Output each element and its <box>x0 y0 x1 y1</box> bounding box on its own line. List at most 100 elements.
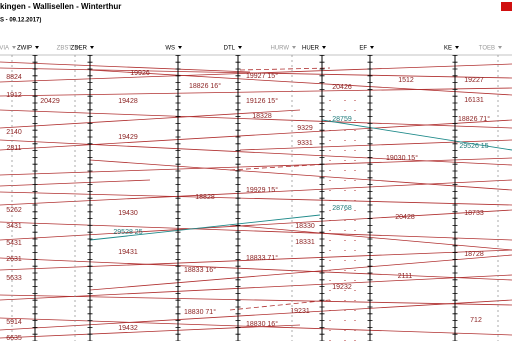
station-label: ZVIA <box>0 46 9 52</box>
train-number: 19429 <box>118 134 138 141</box>
station-arrow <box>35 46 39 49</box>
train-number: 18826 71° <box>458 115 490 123</box>
train-line <box>89 254 512 291</box>
train-number: 3431 <box>6 223 22 230</box>
train-number: 2631 <box>6 256 22 263</box>
train-number: 6635 <box>6 335 22 341</box>
train-line-teal <box>89 214 321 241</box>
labels: 19926 18826 16° 19927 15° 19126 15° 19428 204… <box>6 70 490 341</box>
train-number: 19232 <box>332 284 352 291</box>
train-line <box>0 299 512 331</box>
train-line-dashed <box>239 67 331 71</box>
train-number: 18733 <box>464 210 484 217</box>
title: kingen - Wallisellen - Winterthur <box>0 2 121 11</box>
train-number: 18826 16° <box>189 82 221 90</box>
train-line <box>0 274 512 301</box>
train-line-dashed <box>229 163 331 171</box>
train-number: 5914 <box>6 319 22 326</box>
red-marker <box>501 2 512 11</box>
station-arrow <box>455 46 459 49</box>
train-number: 18830 16° <box>246 320 278 328</box>
station-arrow <box>75 46 79 49</box>
train-number: 1512 <box>398 77 414 84</box>
train-line <box>0 191 512 206</box>
train-line <box>0 63 512 83</box>
train-line <box>0 221 512 241</box>
train-number: 20426 <box>332 84 352 91</box>
station-arrow <box>292 46 296 49</box>
train-line <box>0 119 512 151</box>
station-arrow <box>322 46 326 49</box>
train-number: 8824 <box>6 74 22 81</box>
train-number: 18828 <box>195 194 215 201</box>
train-number: 19030 15° <box>386 154 418 162</box>
train-number: 28759 <box>332 116 352 123</box>
station-arrow <box>370 46 374 49</box>
train-line <box>229 224 512 251</box>
station-label: HURW <box>270 46 289 52</box>
train-number: 9329 <box>297 125 313 132</box>
station-arrow <box>178 46 182 49</box>
train-number: 2111 <box>398 273 413 280</box>
train-number: 18728 <box>464 251 484 258</box>
train-line <box>0 249 512 271</box>
train-line <box>0 179 151 187</box>
train-number: 20428 <box>395 214 415 221</box>
train-line <box>0 87 512 97</box>
train-number: 2811 <box>6 145 21 152</box>
train-number: 5633 <box>6 275 22 282</box>
train-number: 18833 71° <box>246 254 278 262</box>
train-number: 16131 <box>464 97 484 104</box>
station-label: EF <box>359 46 367 52</box>
station-label: ZDER <box>71 46 88 52</box>
train-number: 18328 <box>252 113 272 120</box>
train-number: 19227 <box>464 77 484 84</box>
train-number: 20429 <box>40 98 60 105</box>
train-line <box>89 69 512 96</box>
train-line <box>0 61 251 73</box>
train-line-dashed <box>229 299 331 311</box>
train-line <box>0 324 301 339</box>
train-number: 19432 <box>118 325 138 332</box>
station-label: DTL <box>224 46 236 52</box>
train-number: 19428 <box>118 98 138 105</box>
train-lines <box>0 61 512 339</box>
train-number: 5262 <box>6 207 22 214</box>
train-number: 19927 15° <box>246 72 278 80</box>
train-line <box>0 109 301 129</box>
station-label: HUER <box>302 46 320 52</box>
station-label: ZBST <box>57 46 73 52</box>
station-label: WS <box>165 46 175 52</box>
train-line <box>239 139 512 151</box>
train-number: 19231 <box>290 308 310 315</box>
train-line <box>0 257 512 281</box>
station-arrow <box>90 46 94 49</box>
station-label: KE <box>444 46 452 52</box>
train-line <box>0 317 512 336</box>
train-number: 29528 25 <box>113 229 142 236</box>
train-line <box>0 209 512 241</box>
train-line <box>89 159 512 191</box>
station-arrow <box>12 46 16 49</box>
train-number: 18331 <box>295 239 315 246</box>
train-number: 5431 <box>6 240 22 247</box>
train-line <box>0 157 512 176</box>
subtitle: S - 09.12.2017) <box>0 18 41 24</box>
train-number: 19926 <box>130 70 150 77</box>
train-number: 18330 <box>295 223 315 230</box>
train-number: 19929 15° <box>246 186 278 194</box>
train-line <box>0 294 512 306</box>
train-number: 18830 71° <box>184 308 216 316</box>
station-label: TOEB <box>479 46 495 52</box>
train-number: 2140 <box>6 129 22 136</box>
train-number: 19430 <box>118 210 138 217</box>
train-number: 29526 15 <box>459 143 488 150</box>
train-line-teal <box>321 119 512 151</box>
train-number: 9331 <box>297 140 313 147</box>
station-label: ZWIP <box>17 46 32 52</box>
station-arrow <box>238 46 242 49</box>
station-arrow <box>498 46 502 49</box>
